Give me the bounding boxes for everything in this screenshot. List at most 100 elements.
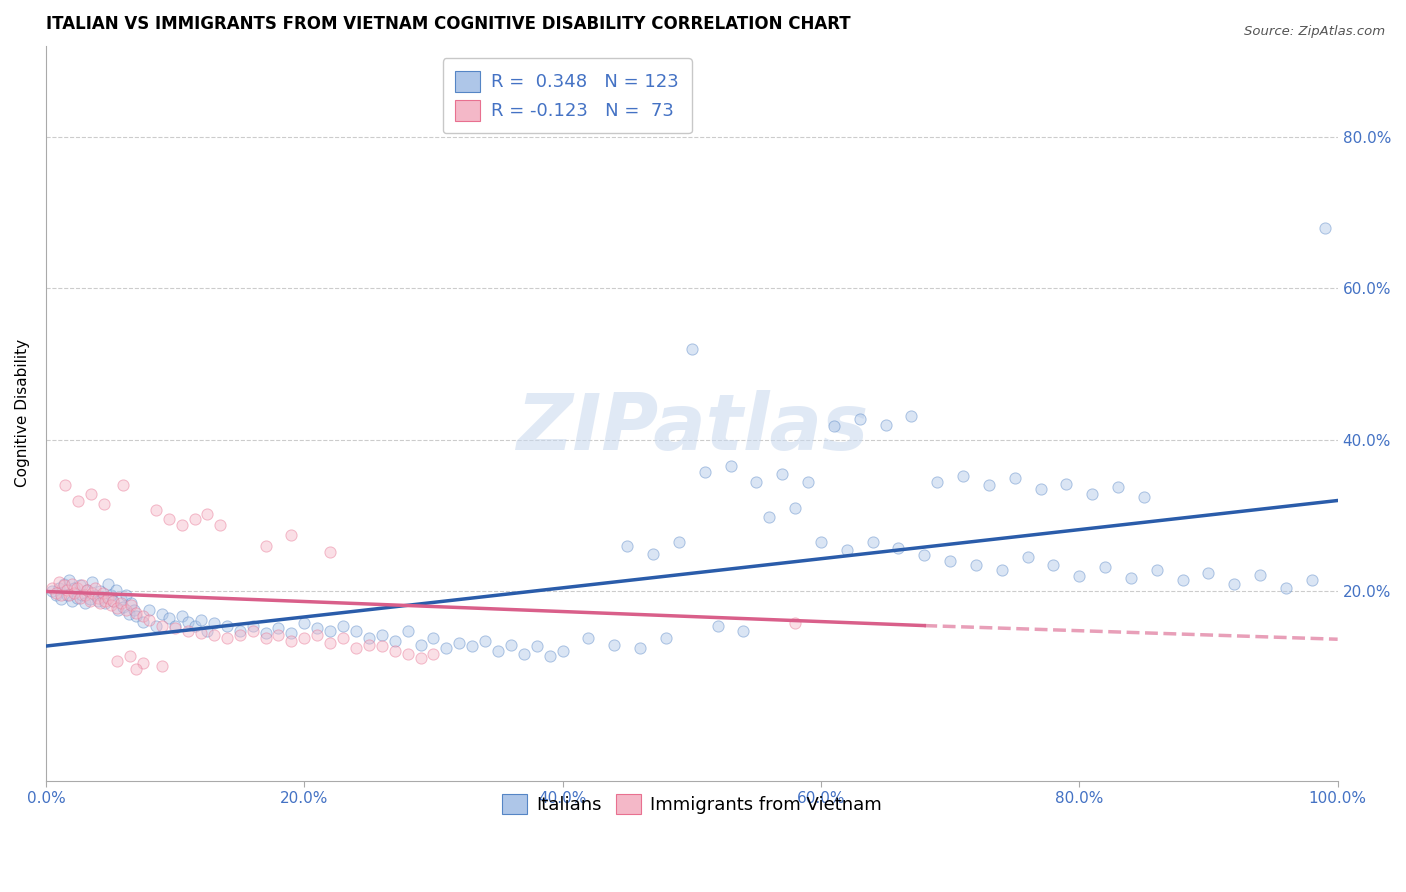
Point (1054, 476, 1077, 491)
Point (1042, 558, 1064, 572)
Point (1301, 573, 1323, 587)
Point (69, 578, 91, 592)
Point (628, 641, 651, 656)
Point (641, 547, 664, 561)
Point (706, 618, 728, 632)
Point (396, 624, 419, 638)
Point (183, 618, 205, 632)
Point (887, 541, 910, 555)
Point (952, 469, 974, 483)
Point (66, 581, 89, 595)
Point (177, 624, 200, 638)
Point (810, 535, 832, 549)
Text: ITALIAN VS IMMIGRANTS FROM VIETNAM COGNITIVE DISABILITY CORRELATION CHART: ITALIAN VS IMMIGRANTS FROM VIETNAM COGNI… (46, 15, 851, 33)
Point (733, 624, 755, 638)
Point (681, 342, 703, 356)
Point (267, 621, 290, 635)
Point (100, 588, 122, 602)
Point (280, 626, 302, 640)
Point (332, 632, 354, 646)
Point (215, 632, 238, 646)
Point (254, 632, 277, 646)
Point (93, 497, 115, 511)
Point (384, 633, 406, 648)
Point (912, 548, 935, 562)
Point (449, 636, 471, 650)
Point (94, 593, 117, 607)
Point (1069, 569, 1091, 583)
Point (371, 628, 394, 642)
Point (1004, 471, 1026, 485)
Point (91, 586, 114, 600)
Point (202, 628, 225, 642)
Point (668, 535, 690, 549)
Point (474, 633, 496, 648)
Point (170, 517, 193, 532)
Point (319, 624, 342, 638)
Point (1198, 566, 1220, 580)
Point (307, 621, 329, 635)
Point (655, 632, 678, 646)
Point (823, 419, 845, 434)
Point (145, 502, 167, 516)
Point (104, 582, 127, 597)
Point (112, 478, 135, 492)
Point (101, 593, 124, 607)
Point (197, 624, 219, 638)
Point (117, 607, 139, 622)
Point (165, 621, 187, 635)
Point (170, 608, 193, 623)
Point (86, 591, 108, 605)
Point (197, 507, 219, 521)
Point (150, 607, 173, 622)
Point (1017, 550, 1039, 565)
Point (267, 628, 290, 642)
Point (1081, 487, 1104, 501)
Point (319, 636, 342, 650)
Point (254, 626, 277, 640)
Point (48, 581, 70, 595)
Point (118, 648, 141, 663)
Point (91, 590, 114, 604)
Point (332, 618, 354, 632)
Point (1313, 220, 1336, 235)
Point (538, 648, 561, 663)
Point (70, 578, 93, 592)
Text: Source: ZipAtlas.com: Source: ZipAtlas.com (1244, 25, 1385, 38)
Point (461, 639, 484, 653)
Point (616, 539, 638, 553)
Point (927, 475, 949, 489)
Point (1275, 581, 1298, 595)
Point (797, 475, 820, 489)
Point (785, 501, 807, 516)
Point (1223, 577, 1246, 591)
Point (409, 651, 432, 665)
Point (145, 618, 167, 632)
Point (73, 588, 96, 602)
Point (53, 578, 76, 592)
Point (693, 465, 716, 479)
Point (183, 512, 205, 526)
Point (292, 632, 315, 646)
Point (242, 618, 264, 632)
Point (45, 588, 67, 602)
Point (977, 478, 1000, 492)
Point (82, 586, 104, 600)
Point (422, 632, 444, 646)
Point (55, 582, 77, 597)
Point (499, 638, 522, 652)
Point (138, 603, 160, 617)
Point (228, 624, 250, 638)
Point (73, 596, 96, 610)
Point (94, 596, 117, 610)
Point (112, 599, 135, 614)
Point (307, 628, 329, 642)
Point (202, 616, 225, 631)
Point (89, 596, 111, 610)
Point (110, 596, 132, 610)
Point (41, 581, 63, 595)
Point (848, 411, 870, 425)
Point (101, 593, 124, 607)
Point (125, 608, 148, 623)
Point (132, 657, 155, 671)
